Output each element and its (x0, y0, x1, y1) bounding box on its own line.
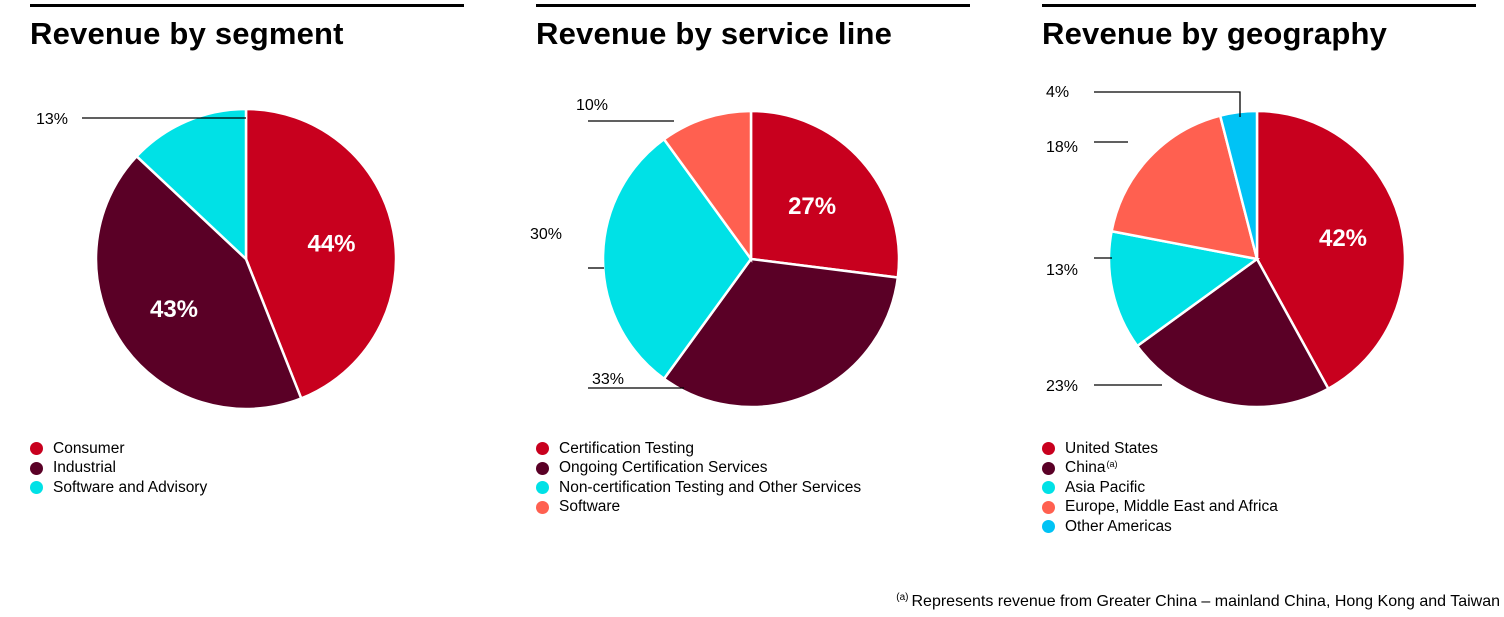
legend-item: Asia Pacific (1042, 478, 1278, 498)
chart-title: Revenue by service line (536, 16, 893, 51)
legend-label: United States (1065, 439, 1159, 457)
legend-swatch (30, 442, 43, 456)
footnote: (a) Represents revenue from Greater China… (896, 592, 1500, 611)
legend-swatch (536, 442, 549, 456)
legend-swatch (1042, 461, 1055, 475)
pie-chart-service-line: 27% 33% 30% 10% (530, 97, 901, 409)
legend-label: Industrial (53, 459, 116, 477)
data-label: 13% (1046, 262, 1078, 279)
title-rule (536, 4, 970, 7)
legend-item: Certification Testing (536, 439, 861, 459)
data-label: 10% (576, 97, 608, 114)
data-label: 27% (788, 193, 836, 220)
legend-label: Consumer (53, 439, 125, 457)
data-label: 18% (1046, 139, 1078, 156)
data-label: 23% (1046, 378, 1078, 395)
legend-label: Asia Pacific (1065, 478, 1146, 496)
chart-panel-geography: Revenue by geography 42% 23% 13% 18% 4% Unit… (1042, 0, 1476, 560)
legend-item: Other Americas (1042, 517, 1278, 537)
legend-item: Software (536, 498, 861, 518)
footnote-marker: (a) (896, 592, 909, 603)
data-label: 30% (530, 226, 562, 243)
legend-item: Ongoing Certification Services (536, 459, 861, 479)
legend-swatch (1042, 520, 1055, 534)
pie-slice-ongoing-certification-services (662, 257, 900, 409)
legend-label: Europe, Middle East and Africa (1065, 498, 1278, 516)
legend-note-marker: (a) (1106, 459, 1118, 470)
pie-slice-other-americas (1218, 109, 1259, 260)
legend: Consumer Industrial Software and Advisory (30, 439, 207, 498)
pie-slice-consumer (244, 107, 398, 401)
legend-label: Software (559, 498, 621, 516)
legend-label: Non-certification Testing and Other Serv… (559, 478, 862, 496)
chart-panel-service-line: Revenue by service line 27% 33% 30% 10% Cer… (530, 0, 970, 560)
legend-label: Other Americas (1065, 517, 1172, 535)
pie-chart-segment: 44% 43% 13% (36, 107, 398, 411)
chart-panel-segment: Revenue by segment 44% 43% 13% Consumer Ind… (30, 0, 464, 560)
legend-item: Non-certification Testing and Other Serv… (536, 478, 861, 498)
legend: United States China(a) Asia Pacific Europe,… (1042, 439, 1278, 537)
pie-slice-software (662, 109, 753, 263)
pie-chart-geography: 42% 23% 13% 18% 4% (1046, 84, 1407, 409)
leader-line (1094, 91, 1241, 117)
legend-item: Software and Advisory (30, 478, 207, 498)
data-label: 42% (1319, 225, 1367, 252)
legend-item: Industrial (30, 459, 207, 479)
title-rule (30, 4, 464, 7)
legend-swatch (536, 500, 549, 514)
legend-item: Consumer (30, 439, 207, 459)
pie-slice-china (1135, 257, 1330, 409)
legend: Certification Testing Ongoing Certificati… (536, 439, 861, 517)
title-rule (1042, 4, 1476, 7)
pie-slice-certification-testing (749, 109, 901, 279)
legend-label: China(a) (1065, 459, 1118, 477)
data-label: 13% (36, 111, 68, 128)
legend-swatch (30, 481, 43, 495)
legend-swatch (30, 461, 43, 475)
legend-label: Software and Advisory (53, 478, 208, 496)
chart-title: Revenue by geography (1042, 16, 1388, 51)
legend-swatch (1042, 481, 1055, 495)
legend-swatch (1042, 442, 1055, 456)
legend-label: Ongoing Certification Services (559, 459, 768, 477)
pie-slice-non-certification-testing-and-other-services (601, 137, 753, 381)
data-label: 33% (592, 371, 624, 388)
legend-item: Europe, Middle East and Africa (1042, 498, 1278, 518)
legend-item: China(a) (1042, 459, 1278, 479)
pie-slice-software-and-advisory (134, 107, 248, 262)
pie-slice-united-states (1255, 109, 1407, 391)
pie-slice-asia-pacific (1107, 229, 1261, 348)
legend-swatch (536, 461, 549, 475)
footnote-text: Represents revenue from Greater China – … (911, 593, 1501, 610)
legend-swatch (536, 481, 549, 495)
pie-slice-industrial (94, 154, 303, 411)
data-label: 4% (1046, 84, 1069, 101)
data-label: 43% (150, 296, 198, 323)
legend-label: Certification Testing (559, 439, 694, 457)
data-label: 44% (307, 231, 355, 258)
legend-item: United States (1042, 439, 1278, 459)
legend-swatch (1042, 500, 1055, 514)
pie-slice-europe-middle-east-and-africa (1110, 114, 1259, 261)
chart-title: Revenue by segment (30, 16, 344, 51)
